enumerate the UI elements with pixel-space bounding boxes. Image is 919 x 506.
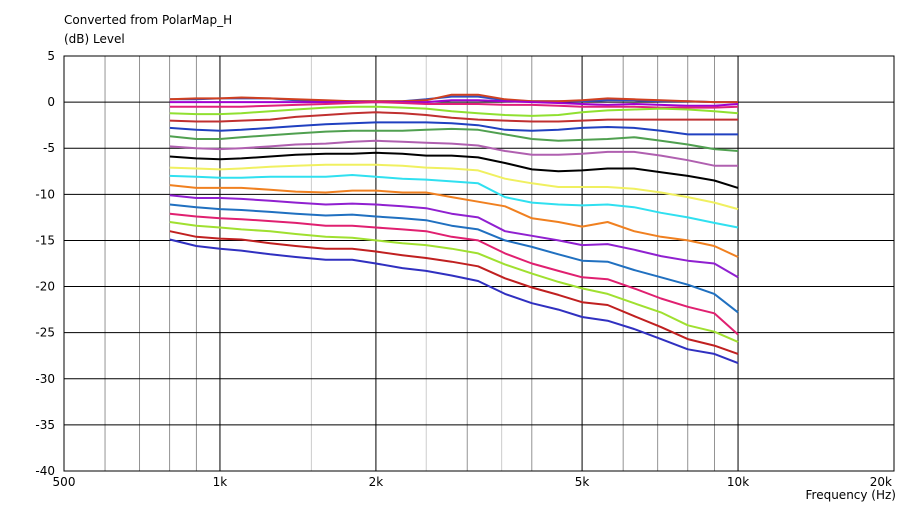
y-tick-label: -20 bbox=[35, 280, 55, 294]
series-line-4 bbox=[169, 101, 739, 109]
y-axis-label: (dB) Level bbox=[64, 32, 125, 46]
y-tick-label: -25 bbox=[35, 326, 55, 340]
series-line-5 bbox=[169, 105, 739, 117]
series-line-8 bbox=[169, 127, 739, 152]
series-line-12 bbox=[169, 174, 739, 229]
y-tick-labels: 5 0 -5 -10 -15 -20 -25 -30 -35 -40 bbox=[35, 49, 55, 478]
x-tick-labels: 500 1k 2k 5k 10k 20k bbox=[53, 475, 893, 489]
series-line-3 bbox=[169, 99, 739, 107]
x-tick-label: 1k bbox=[213, 475, 228, 489]
series-line-15 bbox=[169, 203, 739, 314]
series-line-17 bbox=[169, 221, 739, 343]
y-tick-label: -30 bbox=[35, 372, 55, 386]
y-tick-label: -35 bbox=[35, 418, 55, 432]
series-line-13 bbox=[169, 184, 739, 258]
series-line-11 bbox=[169, 163, 739, 211]
series-line-10 bbox=[169, 151, 739, 189]
y-tick-label: -5 bbox=[43, 141, 55, 155]
x-axis-label: Frequency (Hz) bbox=[806, 488, 897, 502]
x-tick-label: 10k bbox=[727, 475, 749, 489]
series-line-9 bbox=[169, 139, 738, 167]
series-line-2 bbox=[169, 93, 738, 104]
y-tick-label: -40 bbox=[35, 464, 55, 478]
plot-area bbox=[63, 55, 895, 472]
x-tick-label: 2k bbox=[369, 475, 384, 489]
series-line-6 bbox=[169, 111, 738, 123]
series-lines bbox=[169, 93, 739, 365]
x-tick-label: 20k bbox=[870, 475, 892, 489]
series-line-16 bbox=[169, 212, 739, 336]
x-tick-label: 5k bbox=[575, 475, 590, 489]
y-tick-label: 0 bbox=[47, 95, 55, 109]
series-line-7 bbox=[169, 121, 738, 136]
series-line-18 bbox=[169, 230, 739, 355]
series-line-19 bbox=[169, 238, 739, 365]
y-tick-label: 5 bbox=[47, 49, 55, 63]
y-tick-label: -10 bbox=[35, 187, 55, 201]
x-tick-label: 500 bbox=[53, 475, 76, 489]
chart-title: Converted from PolarMap_H bbox=[64, 13, 232, 27]
series-line-14 bbox=[169, 194, 739, 279]
y-tick-label: -15 bbox=[35, 233, 55, 247]
